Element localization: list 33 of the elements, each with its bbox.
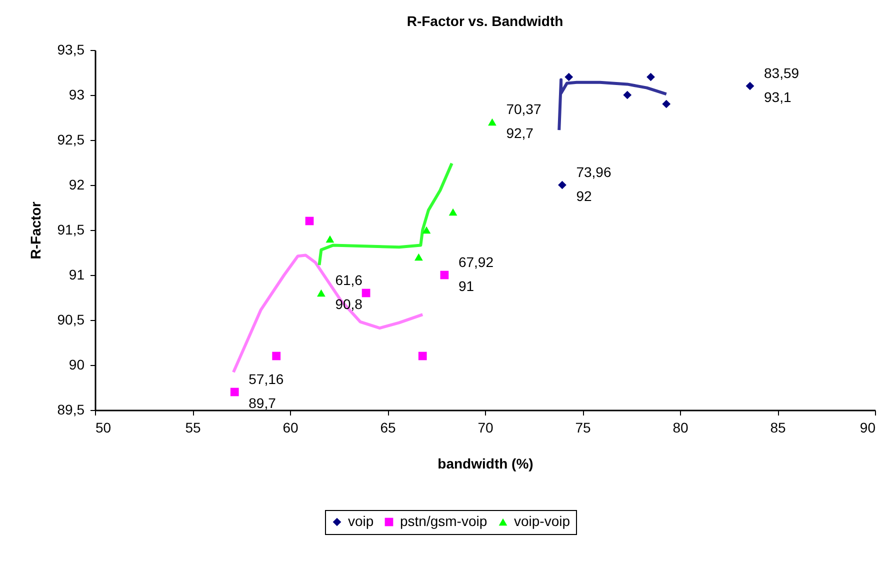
- chart-title: R-Factor vs. Bandwidth: [406, 13, 564, 29]
- x-tick-label: 85: [770, 420, 786, 436]
- annotation: 70,37 92,7: [506, 101, 542, 141]
- x-tick-label: 60: [282, 420, 298, 436]
- x-tick-label: 65: [380, 420, 396, 436]
- x-tick-label: 70: [478, 420, 494, 436]
- annotation: 57,16 89,7: [248, 371, 284, 411]
- line-series: [232, 254, 424, 374]
- x-tick-label: 75: [575, 420, 591, 436]
- y-axis-title: R-Factor: [27, 201, 44, 260]
- y-tick-label: 92,5: [57, 132, 85, 148]
- annotation: 61,6 90,8: [335, 272, 363, 312]
- y-tick-label: 91,5: [57, 222, 85, 238]
- legend-label: pstn/gsm-voip: [400, 513, 488, 529]
- y-tick-label: 92: [68, 176, 85, 192]
- y-tick-label: 89,5: [57, 402, 85, 418]
- line-series: [558, 78, 668, 132]
- annotation: 83,59 93,1: [764, 65, 800, 105]
- annotation: 67,92 91: [458, 254, 494, 294]
- annotation: 73,96 92: [576, 164, 612, 204]
- x-tick-label: 90: [860, 420, 876, 436]
- y-tick-label: 90: [68, 356, 85, 372]
- x-axis-title: bandwidth (%): [438, 456, 534, 472]
- x-tick-label: 50: [96, 420, 112, 436]
- legend-label: voip-voip: [514, 513, 570, 529]
- y-tick-label: 90,5: [57, 312, 85, 328]
- y-tick-label: 93: [68, 86, 85, 102]
- legend-label: voip: [348, 513, 374, 529]
- line-series: [318, 162, 454, 267]
- y-tick-label: 91: [68, 266, 85, 282]
- x-tick-label: 80: [672, 420, 688, 436]
- y-tick-label: 93,5: [57, 42, 85, 58]
- x-tick-label: 55: [185, 420, 201, 436]
